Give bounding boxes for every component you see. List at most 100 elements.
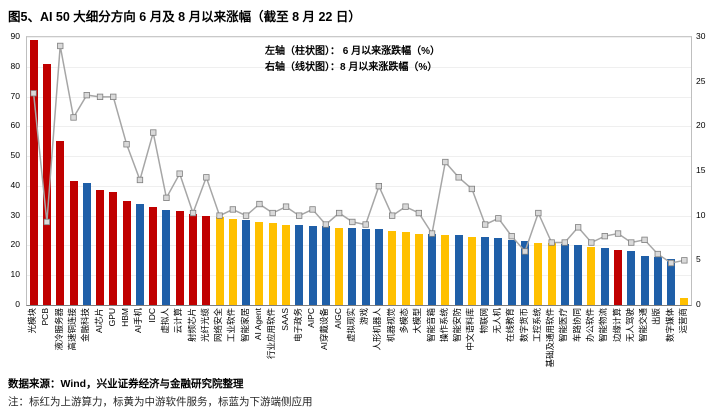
bar: [122, 200, 131, 305]
x-label: 无人机: [491, 308, 502, 334]
bar: [56, 141, 65, 305]
bar: [96, 190, 104, 305]
marker: [282, 203, 290, 210]
x-label: AIPC: [306, 308, 316, 328]
left-tick-label: 0: [15, 299, 20, 309]
x-label: 液冷服务器: [53, 308, 64, 351]
x-label: 操作系统: [438, 308, 449, 343]
marker: [521, 248, 529, 255]
bar: [282, 224, 290, 305]
legend-left-axis-label: 左轴（柱状图）： 6 月以来涨跌幅（%）: [265, 46, 441, 57]
bar: [627, 251, 636, 305]
bar: [109, 191, 118, 305]
x-label: 智能物流: [598, 308, 609, 343]
bar: [667, 258, 676, 305]
bar: [640, 255, 649, 305]
left-tick-label: 20: [10, 239, 20, 250]
marker: [242, 212, 250, 219]
bar: [414, 233, 423, 305]
bar: [202, 215, 211, 305]
x-label: 在线教育: [505, 308, 516, 343]
marker: [110, 93, 117, 100]
x-label: 智能家居: [239, 308, 250, 343]
x-label: 机器视觉: [385, 308, 396, 343]
bar: [680, 297, 689, 305]
bar: [335, 227, 344, 305]
marker: [176, 170, 183, 177]
x-label: 虚拟人: [159, 308, 170, 334]
marker: [388, 212, 396, 219]
bar: [481, 236, 490, 305]
grid-line: [27, 215, 691, 217]
bar: [374, 229, 383, 305]
grid-line: [27, 185, 691, 187]
x-label: SAAS: [279, 308, 290, 331]
marker: [468, 185, 476, 193]
left-tick-label: 40: [10, 179, 20, 190]
bar: [321, 226, 330, 305]
bar: [295, 224, 304, 305]
bar: [29, 40, 38, 305]
x-label: 边缘计算: [611, 308, 622, 343]
x-label: AI Agent: [252, 308, 263, 341]
marker: [402, 203, 409, 210]
bar: [441, 235, 450, 305]
marker: [96, 93, 104, 100]
marker: [229, 206, 237, 213]
x-label: 游戏: [359, 308, 370, 326]
x-label: 工控系统: [531, 308, 542, 343]
marker: [136, 176, 144, 184]
marker: [362, 221, 369, 228]
x-label: 电子政务: [292, 308, 303, 343]
marker: [309, 206, 316, 213]
marker: [349, 218, 356, 226]
marker: [203, 174, 210, 181]
x-label: 高速铜连接: [67, 308, 77, 351]
x-label: 网络安全: [213, 308, 224, 343]
x-label: GPU: [106, 308, 117, 327]
grid-line: [27, 37, 691, 38]
bar: [574, 245, 583, 305]
grid-line: [27, 245, 691, 247]
marker: [428, 230, 436, 237]
bar: [401, 232, 410, 305]
right-axis: 0 5 10 15 20 25 30: [694, 32, 718, 309]
x-label: 行业应用软件: [266, 308, 277, 360]
plot-area: 左轴（柱状图）： 6 月以来涨跌幅（%） 右轴（线状图）：8 月以来涨跌幅（%）: [26, 36, 692, 306]
marker: [575, 224, 582, 231]
bar: [521, 241, 529, 305]
bar: [135, 203, 144, 305]
marker: [495, 215, 502, 222]
x-label: AI芯片: [93, 308, 104, 334]
marker: [43, 218, 51, 226]
bar: [82, 182, 91, 305]
right-tick-label: 15: [696, 165, 706, 175]
marker: [588, 239, 595, 246]
bar: [149, 206, 158, 305]
marker: [535, 209, 542, 217]
bar: [560, 244, 569, 305]
x-label: 物联网: [478, 308, 489, 334]
x-label: 射频芯片: [186, 308, 197, 343]
marker: [70, 114, 77, 121]
marker: [628, 239, 635, 246]
grid-line: [27, 96, 691, 98]
marker: [481, 221, 489, 228]
left-tick-label: 30: [10, 209, 20, 220]
grid-line: [27, 156, 691, 158]
x-label: AI穿戴设备: [319, 308, 330, 351]
x-label: PCB: [40, 308, 51, 326]
right-tick-label: 30: [696, 31, 706, 41]
x-label: 数字媒体: [664, 308, 675, 343]
marker: [601, 232, 608, 240]
bar: [162, 209, 171, 305]
x-label: 云计算: [173, 308, 184, 334]
bar: [228, 218, 237, 305]
x-label: 光纤光缆: [199, 308, 210, 343]
marker: [150, 129, 157, 136]
bar: [242, 220, 251, 305]
marker: [57, 42, 64, 50]
bar: [454, 235, 463, 305]
marker: [216, 212, 223, 219]
